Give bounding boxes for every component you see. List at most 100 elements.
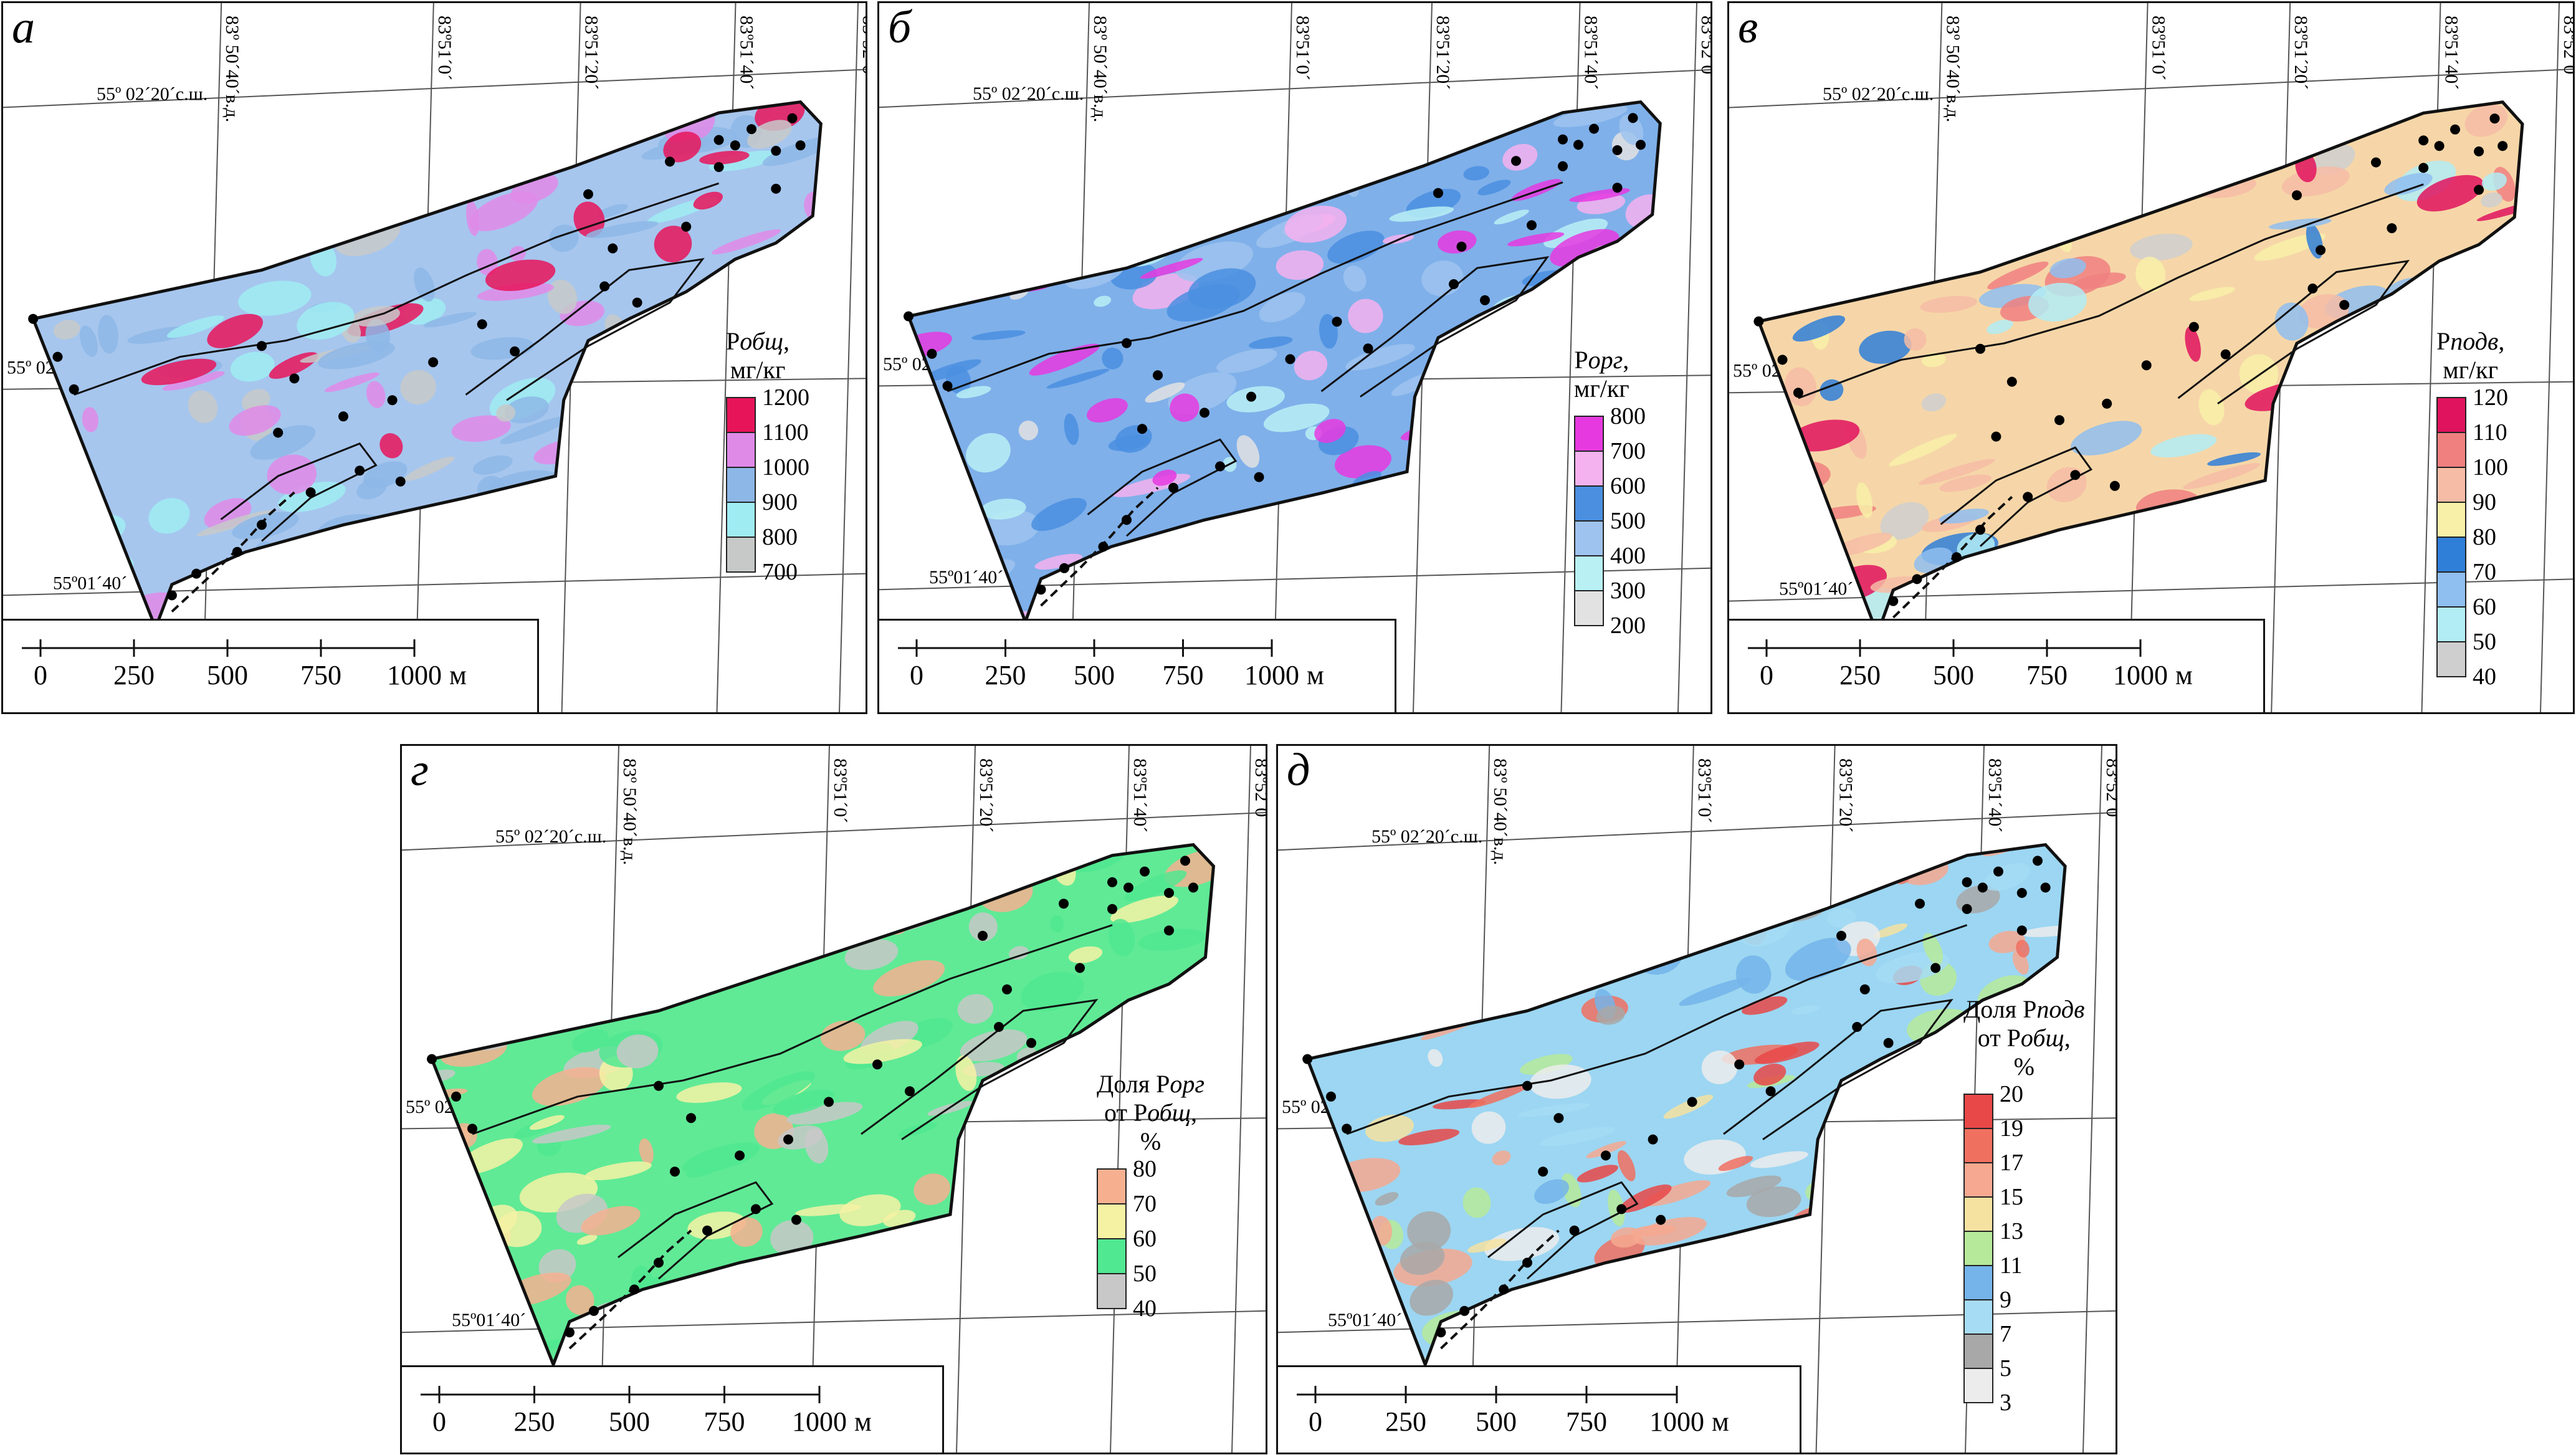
value-patch (426, 512, 490, 536)
sample-point (1930, 963, 1941, 973)
value-patch (1939, 508, 1989, 524)
value-patch (1511, 469, 1569, 487)
value-patch (1779, 1310, 1836, 1343)
value-patch (711, 229, 781, 255)
value-patch (1577, 914, 1653, 948)
value-patch (773, 1089, 835, 1115)
value-patch (1263, 403, 1330, 432)
sample-point (1522, 1081, 1532, 1091)
road-dashed (1040, 487, 1159, 607)
value-patch (914, 1173, 950, 1205)
value-patch (1321, 852, 1396, 874)
value-patch (2139, 548, 2187, 578)
legend-swatch (1574, 590, 1604, 626)
value-patch (1856, 938, 1877, 966)
lon-label: 83º51´40´ (1130, 758, 1150, 832)
value-patch (1096, 125, 1139, 153)
parallel-line (1278, 812, 2116, 851)
value-patch (1307, 845, 1345, 865)
sample-point (702, 1225, 712, 1236)
sample-point (2339, 300, 2350, 310)
value-patch (80, 325, 98, 357)
value-patch (2384, 173, 2433, 196)
sample-point (1302, 1054, 1313, 1064)
value-patch (1018, 238, 1059, 260)
value-patch (679, 1302, 712, 1325)
value-patch (730, 1217, 763, 1247)
value-patch (547, 279, 578, 314)
value-patch (2274, 302, 2309, 341)
value-patch (207, 313, 263, 348)
value-patch (1407, 1211, 1451, 1251)
value-patch (1398, 1128, 1460, 1146)
legend-tick: 19 (2000, 1115, 2023, 1142)
sample-point (713, 135, 724, 145)
sample-point (1636, 140, 1646, 150)
value-patch (1999, 192, 2013, 209)
legend-tick: 11 (2000, 1252, 2023, 1279)
value-patch (1226, 386, 1285, 413)
value-patch (1139, 102, 1202, 125)
value-patch (472, 455, 513, 475)
value-patch (1430, 487, 1446, 513)
sample-point (1164, 925, 1174, 936)
value-patch (2345, 522, 2388, 556)
sample-point (289, 373, 300, 384)
value-patch (1152, 469, 1177, 486)
value-patch (423, 312, 477, 328)
value-patch (533, 970, 553, 997)
value-patch (909, 332, 952, 360)
value-patch (237, 224, 310, 252)
value-patch (1543, 218, 1608, 248)
value-patch (532, 1124, 611, 1144)
sample-point (1168, 482, 1178, 493)
value-patch (1428, 1049, 1443, 1067)
value-patch (114, 224, 188, 254)
scale-label: 0 (1760, 660, 1773, 690)
value-patch (1050, 915, 1064, 933)
value-patch (485, 259, 556, 292)
legend-tick: 700 (762, 559, 798, 585)
relief-contour (947, 181, 1563, 393)
value-patch (1746, 1186, 1801, 1218)
value-patch (53, 320, 80, 340)
value-patch (565, 1285, 594, 1315)
value-patch (174, 225, 206, 254)
value-patch (2021, 122, 2077, 156)
value-patch (1068, 946, 1103, 963)
sample-point (589, 1305, 599, 1316)
value-patch (1859, 330, 1912, 364)
value-patch (955, 1055, 977, 1091)
sample-point (791, 1214, 801, 1225)
value-patch (650, 102, 727, 107)
value-patch (781, 918, 819, 936)
value-patch (957, 994, 993, 1024)
legend-tick: 80 (1133, 1156, 1157, 1182)
value-patch (1619, 114, 1644, 145)
sample-point (730, 140, 740, 151)
legend-tick: 20 (2000, 1081, 2023, 1107)
value-patch (169, 234, 217, 260)
lon-label: 83º51´0´ (1292, 16, 1313, 80)
value-patch (1108, 435, 1150, 451)
scale-label: 1000 (2113, 660, 2168, 690)
lon-label: 83º51´20´ (1836, 758, 1856, 832)
sample-point (166, 590, 177, 601)
value-patch (827, 887, 878, 907)
value-patch (1773, 102, 1788, 123)
sample-point (787, 113, 798, 123)
sample-point (681, 221, 692, 232)
value-patch (909, 479, 969, 501)
sample-point (1002, 984, 1012, 995)
legend-tick: 80 (2473, 524, 2496, 550)
sample-point (1753, 316, 1764, 327)
value-patch (699, 150, 750, 165)
legend-swatch (1097, 1273, 1127, 1309)
value-patch (33, 158, 95, 184)
legend-swatch (2436, 571, 2466, 608)
sample-point (747, 124, 756, 135)
value-patch (1845, 1181, 1868, 1204)
sample-point (1616, 1204, 1627, 1214)
value-patch (2331, 106, 2348, 145)
value-patch (1463, 166, 1489, 181)
